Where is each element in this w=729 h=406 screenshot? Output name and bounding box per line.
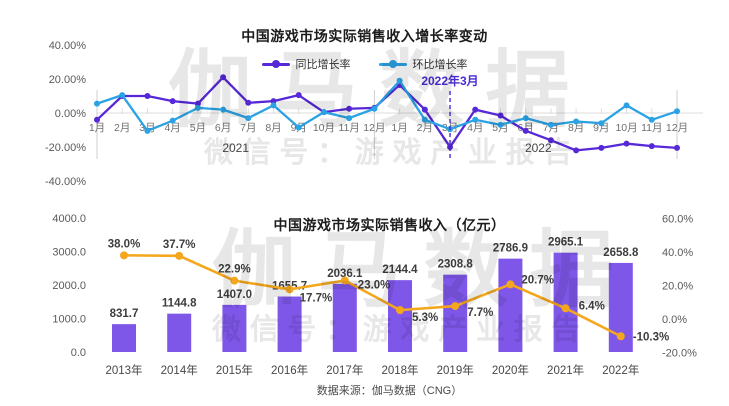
svg-text:2018年: 2018年 [381,363,418,377]
revenue-chart-title: 中国游戏市场实际销售收入（亿元） [273,217,506,233]
svg-text:-20.00%: -20.00% [45,142,86,154]
svg-text:6.4%: 6.4% [579,300,605,312]
revenue-bar [332,283,357,352]
svg-text:2017年: 2017年 [326,363,363,377]
yoy-line-marker-icon [261,60,290,68]
svg-text:60.0%: 60.0% [662,214,693,226]
revenue-bar [112,324,136,352]
yoy-dot-icon [271,60,280,68]
svg-text:2308.8: 2308.8 [438,259,474,271]
revenue-bar [388,280,412,352]
svg-text:37.7%: 37.7% [163,239,196,251]
legend-item-mom: 环比增长率 [378,56,468,72]
svg-text:23.0%: 23.0% [358,279,391,291]
svg-text:12月: 12月 [666,122,688,134]
svg-text:2022: 2022 [525,141,552,155]
legend-label-mom: 环比增长率 [412,59,468,71]
svg-text:2月: 2月 [114,122,130,134]
legend-item-yoy: 同比增长率 [261,56,351,72]
mom-line-marker-icon [378,60,407,68]
svg-text:4月: 4月 [467,122,483,134]
revenue-bar [222,304,247,352]
revenue-chart: 4000.0 3000.0 2000.0 1000.0 0.0 60.0% 40.0% 20.… [52,213,697,377]
svg-text:2014年: 2014年 [161,363,198,377]
svg-text:20.7%: 20.7% [521,274,554,286]
revenue-bar [498,258,523,352]
svg-text:0.0%: 0.0% [662,314,687,326]
yoy-series [94,74,680,154]
svg-text:17.7%: 17.7% [300,292,333,304]
growth-chart: 40.00%20.00%0.00%-20.00%-40.00%1月2月3月4月5… [45,40,703,188]
svg-text:9月: 9月 [593,122,609,134]
svg-text:2016年: 2016年 [271,363,308,377]
svg-text:1月: 1月 [89,122,105,134]
svg-text:4月: 4月 [164,122,180,134]
svg-text:11月: 11月 [338,122,359,134]
svg-text:1000.0: 1000.0 [52,314,86,326]
svg-text:-40.00%: -40.00% [45,176,86,188]
svg-text:8月: 8月 [265,122,281,134]
svg-text:11月: 11月 [641,122,662,134]
annotation-2022-march: 2022年3月 [421,74,479,88]
svg-text:38.0%: 38.0% [108,238,141,250]
svg-text:40.00%: 40.00% [49,40,87,52]
svg-text:2144.4: 2144.4 [382,264,418,276]
svg-text:8月: 8月 [568,122,584,134]
svg-text:6月: 6月 [215,122,231,134]
svg-text:2021年: 2021年 [547,363,584,377]
svg-text:10月: 10月 [313,122,335,134]
svg-text:1407.0: 1407.0 [217,289,252,301]
svg-text:831.7: 831.7 [110,308,139,320]
growth-chart-legend: 同比增长率 环比增长率 [0,56,729,72]
revenue-bars: 831.71144.81407.01655.72036.12144.42308.… [110,237,639,352]
revenue-bar [277,296,302,352]
svg-text:2000.0: 2000.0 [52,280,86,292]
svg-text:2019年: 2019年 [437,363,474,377]
svg-text:40.0%: 40.0% [662,247,693,259]
mom-dot-icon [388,60,397,68]
svg-text:1144.8: 1144.8 [162,298,197,310]
svg-text:7.7%: 7.7% [467,307,493,319]
svg-text:-10.3%: -10.3% [633,331,669,343]
svg-text:0.0: 0.0 [71,347,86,359]
svg-text:20.00%: 20.00% [49,74,87,86]
legend-label-yoy: 同比增长率 [295,59,351,71]
svg-text:2022年: 2022年 [602,363,639,377]
svg-text:5.3%: 5.3% [412,312,438,324]
revenue-bar [443,274,468,352]
revenue-bar [167,313,192,352]
svg-text:12月: 12月 [363,122,385,134]
svg-text:2036.1: 2036.1 [327,268,363,280]
svg-text:2020年: 2020年 [492,363,529,377]
svg-text:5月: 5月 [190,122,206,134]
svg-text:2786.9: 2786.9 [493,243,528,255]
svg-text:10月: 10月 [615,122,637,134]
growth-chart-title: 中国游戏市场实际销售收入增长率变动 [241,28,488,44]
mom-series [94,77,680,134]
svg-text:4000.0: 4000.0 [52,213,86,225]
svg-text:20.0%: 20.0% [662,281,693,293]
svg-text:7月: 7月 [240,122,256,134]
svg-text:-20.0%: -20.0% [662,348,697,360]
svg-text:3000.0: 3000.0 [52,247,86,259]
svg-text:2021: 2021 [222,141,249,155]
svg-text:2月: 2月 [417,122,433,134]
data-source-note: 数据来源：伽马数据（CNG） [316,385,463,397]
svg-text:2965.1: 2965.1 [548,237,584,249]
svg-text:2658.8: 2658.8 [603,247,639,259]
svg-text:1月: 1月 [391,122,407,134]
revenue-bar [553,252,578,352]
svg-text:22.9%: 22.9% [218,264,251,276]
svg-text:0.00%: 0.00% [55,108,86,120]
svg-text:2013年: 2013年 [105,363,142,377]
svg-text:2015年: 2015年 [216,363,253,377]
revenue-growth-line: 38.0% 37.7% 22.9% 17.7% 23.0% 5.3% 7.7% 20.7% 6.… [108,238,670,343]
